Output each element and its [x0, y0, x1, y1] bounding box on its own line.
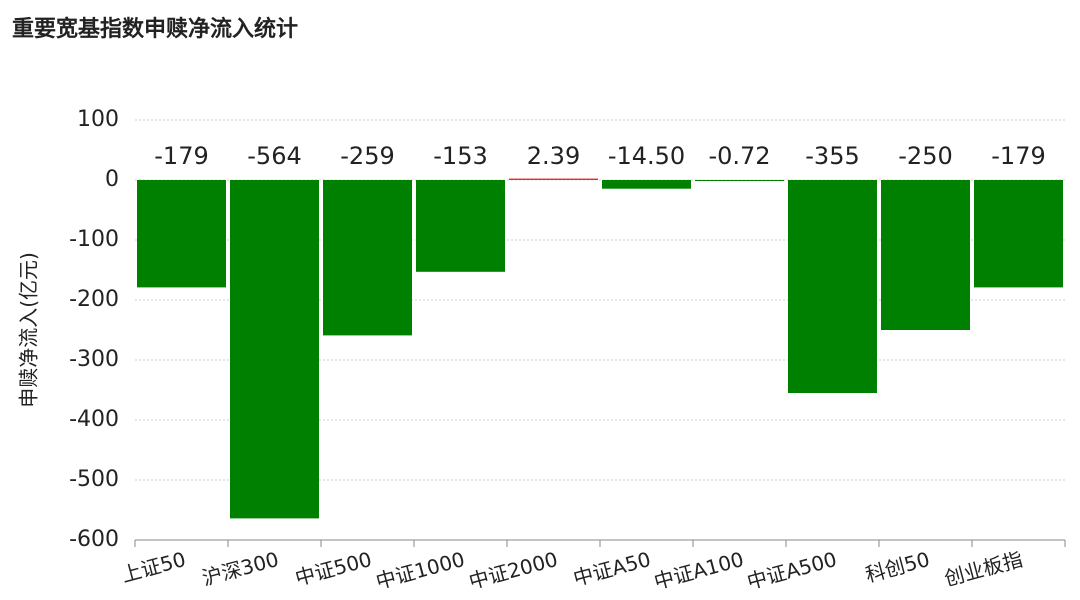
- x-tick-label: 中证500: [292, 547, 374, 590]
- bar: [881, 180, 970, 330]
- bar: [137, 180, 226, 288]
- y-tick-label: -300: [69, 347, 119, 372]
- value-label: -355: [805, 142, 859, 170]
- bar: [695, 180, 784, 181]
- x-tick-label: 中证A100: [651, 547, 746, 594]
- value-label: -179: [991, 142, 1045, 170]
- value-label: 2.39: [527, 142, 580, 170]
- chart-title: 重要宽基指数申赎净流入统计: [12, 16, 298, 42]
- y-tick-label: 0: [105, 167, 119, 192]
- value-label: -259: [340, 142, 394, 170]
- value-label: -0.72: [708, 142, 770, 170]
- x-tick-label: 中证A50: [571, 547, 654, 591]
- x-tick-label: 科创50: [863, 547, 932, 587]
- bar: [509, 178, 598, 180]
- value-label: -179: [154, 142, 208, 170]
- y-tick-label: -400: [69, 407, 119, 432]
- y-tick-label: -200: [69, 287, 119, 312]
- x-tick-label: 沪深300: [199, 547, 281, 590]
- x-tick-label: 上证50: [119, 547, 188, 587]
- bar: [416, 180, 505, 272]
- bar: [230, 180, 319, 519]
- value-label: -14.50: [608, 142, 685, 170]
- value-label: -153: [433, 142, 487, 170]
- value-label: -250: [898, 142, 952, 170]
- x-tick-label: 创业板指: [942, 547, 1025, 591]
- x-tick-label: 中证A500: [744, 547, 839, 594]
- bar: [323, 180, 412, 336]
- bar: [602, 180, 691, 189]
- value-label: -564: [247, 142, 301, 170]
- bar: [974, 180, 1063, 288]
- x-tick-label: 中证2000: [466, 547, 560, 594]
- y-axis-label: 申赎净流入(亿元): [17, 252, 41, 408]
- x-tick-label: 中证1000: [373, 547, 467, 594]
- y-tick-label: -600: [69, 527, 119, 552]
- y-tick-label: 100: [77, 107, 119, 132]
- y-tick-label: -100: [69, 227, 119, 252]
- y-tick-label: -500: [69, 467, 119, 492]
- bar: [788, 180, 877, 393]
